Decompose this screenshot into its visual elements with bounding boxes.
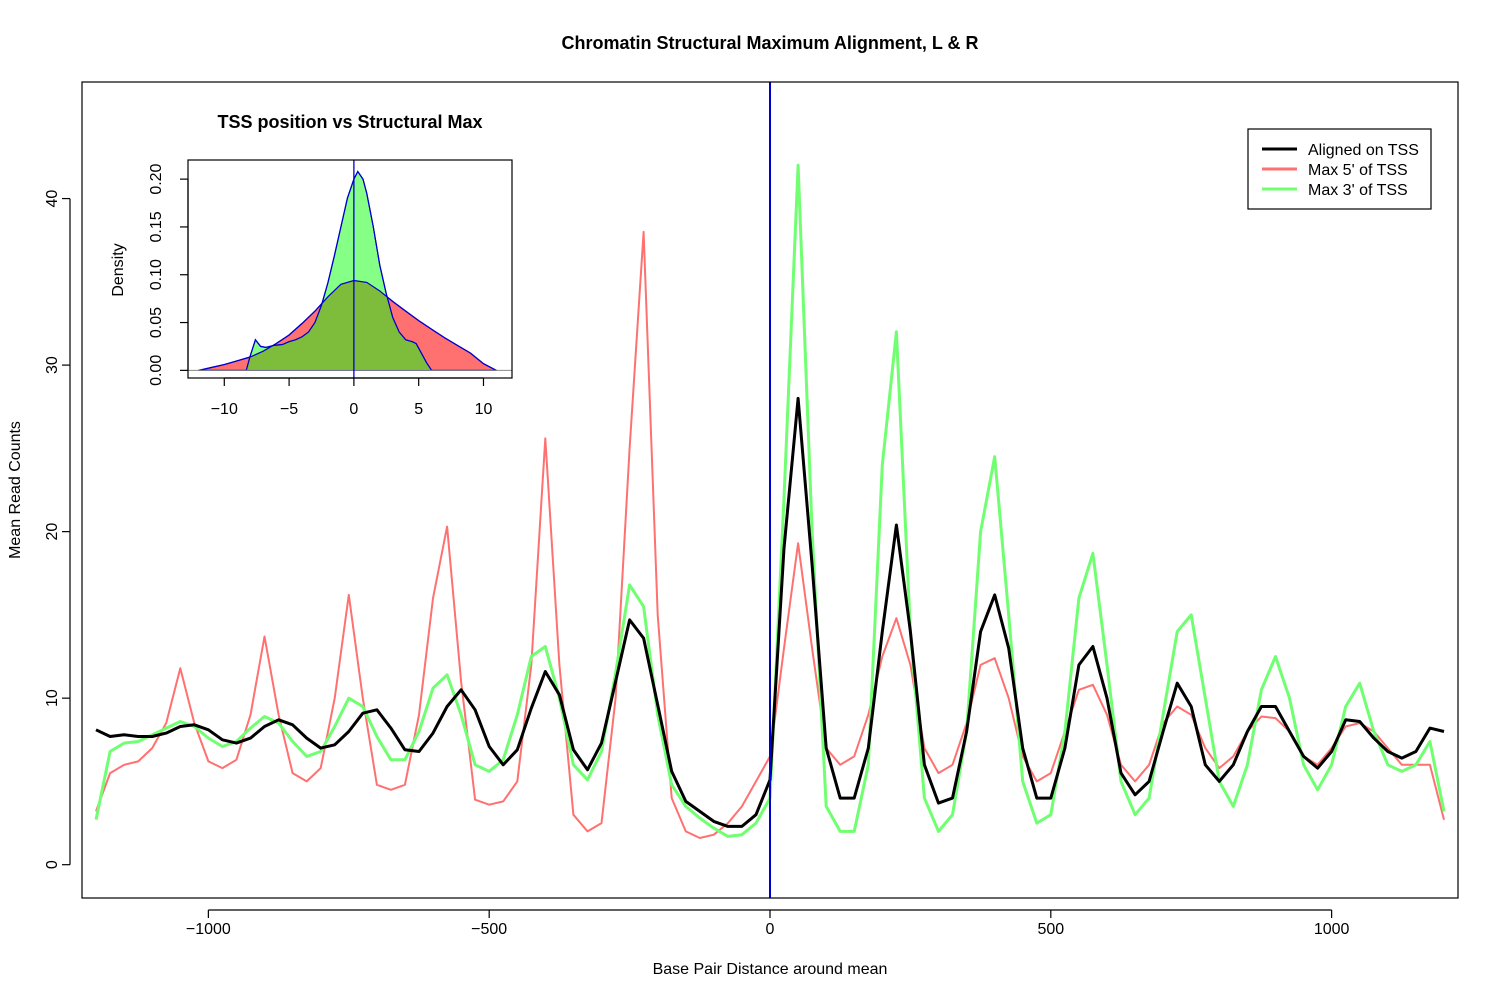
main-y-tick-label: 20 <box>44 523 61 541</box>
inset-y-axis-label: Density <box>110 243 127 296</box>
inset-x-tick-label: 5 <box>414 401 423 418</box>
main-x-tick-label: −1000 <box>186 921 231 938</box>
density-outline-1 <box>245 170 433 371</box>
inset-chart: TSS position vs Structural Max −10 −5 0 5 10… <box>110 112 513 418</box>
inset-chart-title: TSS position vs Structural Max <box>217 112 482 132</box>
main-y-axis-label: Mean Read Counts <box>7 421 24 559</box>
inset-x-tick-label: −5 <box>280 401 298 418</box>
inset-y-tick-label: 0.10 <box>148 259 165 290</box>
legend: Aligned on TSS Max 5' of TSS Max 3' of T… <box>1247 128 1432 210</box>
density-outline-0 <box>198 279 497 371</box>
main-y-tick-label: 40 <box>44 190 61 208</box>
main-x-tick-label: 1000 <box>1314 921 1350 938</box>
inset-x-tick-label: −10 <box>211 401 238 418</box>
legend-label-max5: Max 5' of TSS <box>1308 162 1408 179</box>
inset-y-tick-label: 0.15 <box>148 211 165 242</box>
legend-label-max3: Max 3' of TSS <box>1308 182 1408 199</box>
inset-x-tick-label: 10 <box>475 401 493 418</box>
main-y-tick-label: 10 <box>44 689 61 707</box>
main-plot-frame <box>81 81 1459 899</box>
main-chart: Chromatin Structural Maximum Alignment, … <box>7 33 1459 978</box>
main-y-axis: 0 10 20 30 40 <box>44 190 71 869</box>
main-y-tick-label: 30 <box>44 356 61 374</box>
main-x-axis-label: Base Pair Distance around mean <box>653 961 888 978</box>
main-x-tick-label: 500 <box>1037 921 1064 938</box>
inset-x-tick-label: 0 <box>349 401 358 418</box>
legend-label-aligned: Aligned on TSS <box>1308 142 1419 159</box>
main-chart-title: Chromatin Structural Maximum Alignment, … <box>561 33 978 53</box>
inset-y-axis: 0.00 0.05 0.10 0.15 0.20 <box>148 163 189 386</box>
main-x-tick-label: 0 <box>766 921 775 938</box>
inset-areas-group <box>188 170 512 371</box>
main-x-tick-label: −500 <box>471 921 507 938</box>
inset-y-tick-label: 0.20 <box>148 163 165 194</box>
density-overlap <box>246 280 432 371</box>
main-x-axis: −1000 −500 0 500 1000 <box>186 909 1350 938</box>
inset-y-tick-label: 0.00 <box>148 355 165 386</box>
inset-x-axis: −10 −5 0 5 10 <box>211 377 493 418</box>
main-y-tick-label: 0 <box>44 860 61 869</box>
inset-y-tick-label: 0.05 <box>148 307 165 338</box>
